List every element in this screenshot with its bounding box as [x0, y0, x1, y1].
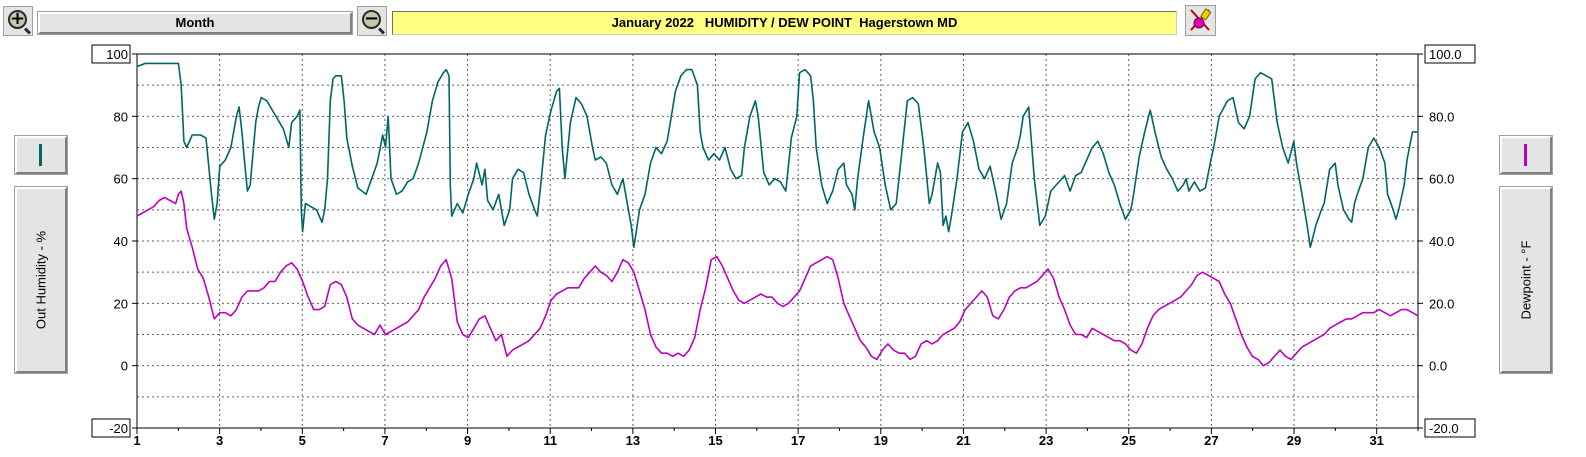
right-tick-label: 100.0: [1429, 47, 1462, 62]
right-tick-label: 80.0: [1429, 109, 1454, 124]
x-tick-label: 31: [1369, 433, 1383, 448]
left-tick-label: 40: [114, 234, 128, 249]
x-tick-label: 25: [1122, 433, 1136, 448]
x-tick-label: 27: [1204, 433, 1218, 448]
x-tick-label: 23: [1039, 433, 1053, 448]
dewpoint-axis-button[interactable]: Dewpoint - °F: [1499, 186, 1553, 374]
left-tick-label: 0: [121, 359, 128, 374]
zoom-in-icon: +: [8, 8, 27, 29]
dewpoint-legend-swatch[interactable]: [1499, 135, 1553, 175]
x-tick-label: 19: [874, 433, 888, 448]
dewpoint-swatch-line: [1524, 144, 1527, 166]
dewpoint-series-line: [136, 190, 1419, 367]
humidity-series-line: [136, 62, 1418, 248]
x-tick-label: 1: [133, 433, 140, 448]
chart-title: January 2022 HUMIDITY / DEW POINT Hagers…: [392, 11, 1177, 35]
x-tick-label: 3: [216, 433, 223, 448]
zoom-out-button[interactable]: −: [357, 6, 387, 36]
humidity-legend-swatch[interactable]: [14, 135, 68, 175]
left-tick-label: 100: [106, 47, 128, 62]
chart-grid: [137, 54, 1418, 428]
left-tick-label: 80: [114, 109, 128, 124]
x-tick-label: 21: [956, 433, 970, 448]
x-tick-label: 13: [626, 433, 640, 448]
left-y-axis: -20 0 20 40 60 80 100: [91, 44, 137, 438]
paint-tool-button[interactable]: [1185, 5, 1216, 36]
left-axis-limit-box: [91, 44, 131, 64]
right-y-axis: -20.0 0.0 20.0 40.0 60.0 80.0 100.0: [1418, 44, 1476, 438]
right-tick-label: 0.0: [1429, 359, 1447, 374]
period-selector-button[interactable]: Month: [37, 11, 353, 35]
humidity-axis-button[interactable]: Out Humidity - %: [14, 186, 68, 374]
x-tick-label: 15: [708, 433, 722, 448]
x-tick-label: 29: [1287, 433, 1301, 448]
left-tick-label: 20: [114, 296, 128, 311]
zoom-in-button[interactable]: +: [3, 6, 33, 36]
right-tick-label: 20.0: [1429, 296, 1454, 311]
left-tick-label: -20: [109, 421, 128, 436]
series-layer: [136, 62, 1419, 367]
x-tick-label: 5: [299, 433, 306, 448]
right-tick-label: 40.0: [1429, 234, 1454, 249]
right-axis-limit-box: [1424, 418, 1476, 438]
zoom-out-icon: −: [362, 8, 381, 29]
right-axis-limit-box: [1424, 44, 1476, 64]
right-tick-label: 60.0: [1429, 172, 1454, 187]
left-tick-label: 60: [114, 172, 128, 187]
x-axis: 1 3 5 7 9 11 13 15 17 19 21 23 25 27 29 31: [133, 428, 1419, 448]
x-tick-label: 9: [464, 433, 471, 448]
x-tick-label: 17: [791, 433, 805, 448]
right-tick-label: -20.0: [1429, 421, 1459, 436]
x-tick-label: 7: [381, 433, 388, 448]
paint-tool-icon: [1190, 8, 1212, 31]
x-tick-label: 11: [543, 433, 557, 448]
humidity-swatch-line: [39, 144, 42, 166]
left-axis-limit-box: [91, 418, 131, 438]
